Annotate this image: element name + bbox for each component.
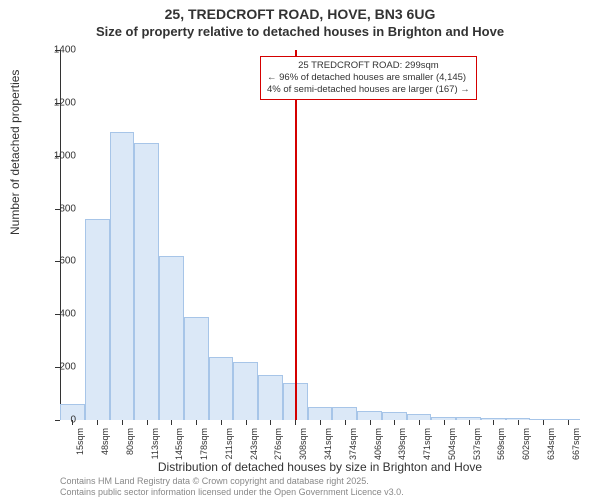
y-tick-label: 600 [59, 256, 76, 267]
x-tick-mark [370, 420, 371, 425]
chart-title-description: Size of property relative to detached ho… [0, 22, 600, 39]
x-tick-label: 178sqm [199, 428, 209, 460]
x-tick-mark [493, 420, 494, 425]
x-tick-label: 15sqm [75, 428, 85, 455]
x-tick-mark [568, 420, 569, 425]
y-tick-label: 1200 [54, 97, 76, 108]
x-tick-mark [394, 420, 395, 425]
x-tick-label: 374sqm [348, 428, 358, 460]
x-tick-label: 439sqm [397, 428, 407, 460]
x-tick-label: 406sqm [373, 428, 383, 460]
histogram-bar [382, 412, 407, 420]
footer-line-2: Contains public sector information licen… [60, 487, 404, 498]
x-tick-label: 211sqm [224, 428, 234, 459]
property-annotation-box: 25 TREDCROFT ROAD: 299sqm← 96% of detach… [260, 56, 477, 100]
chart-container: { "titles": { "line1": "25, TREDCROFT RO… [0, 0, 600, 500]
annotation-smaller: ← 96% of detached houses are smaller (4,… [267, 72, 470, 84]
histogram-bar [233, 362, 258, 420]
x-tick-mark [246, 420, 247, 425]
histogram-bar [110, 132, 135, 420]
x-tick-label: 634sqm [546, 428, 556, 460]
x-tick-mark [518, 420, 519, 425]
x-tick-mark [221, 420, 222, 425]
plot-area: 25 TREDCROFT ROAD: 299sqm← 96% of detach… [60, 50, 580, 420]
y-tick-label: 1400 [54, 45, 76, 56]
histogram-bar [134, 143, 159, 421]
histogram-bar [258, 375, 283, 420]
x-tick-label: 471sqm [422, 428, 432, 460]
histogram-bar [184, 317, 209, 420]
attribution-footer: Contains HM Land Registry data © Crown c… [60, 476, 404, 498]
x-tick-label: 537sqm [472, 428, 482, 460]
x-tick-mark [419, 420, 420, 425]
footer-line-1: Contains HM Land Registry data © Crown c… [60, 476, 404, 487]
histogram-bar [159, 256, 184, 420]
histogram-bar [357, 411, 382, 420]
x-tick-label: 504sqm [447, 428, 457, 460]
y-tick-label: 0 [70, 415, 76, 426]
x-tick-mark [196, 420, 197, 425]
chart-title-address: 25, TREDCROFT ROAD, HOVE, BN3 6UG [0, 0, 600, 22]
y-tick-label: 400 [59, 309, 76, 320]
x-tick-label: 602sqm [521, 428, 531, 460]
x-tick-label: 667sqm [571, 428, 581, 460]
x-tick-label: 48sqm [100, 428, 110, 455]
x-tick-mark [147, 420, 148, 425]
y-tick-label: 800 [59, 203, 76, 214]
x-tick-label: 80sqm [125, 428, 135, 455]
x-tick-label: 276sqm [273, 428, 283, 460]
property-marker-line [295, 50, 297, 420]
annotation-larger: 4% of semi-detached houses are larger (1… [267, 84, 470, 96]
histogram-bar [85, 219, 110, 420]
x-tick-mark [122, 420, 123, 425]
x-tick-label: 569sqm [496, 428, 506, 460]
histogram-bar [308, 407, 333, 420]
y-axis-label: Number of detached properties [8, 70, 22, 235]
x-tick-mark [97, 420, 98, 425]
y-tick-label: 1000 [54, 150, 76, 161]
x-tick-label: 243sqm [249, 428, 259, 460]
x-tick-mark [171, 420, 172, 425]
x-tick-label: 341sqm [323, 428, 333, 460]
x-tick-label: 145sqm [174, 428, 184, 460]
x-axis-label: Distribution of detached houses by size … [60, 460, 580, 474]
x-tick-mark [270, 420, 271, 425]
x-tick-mark [444, 420, 445, 425]
y-tick-mark [55, 420, 60, 421]
x-tick-mark [543, 420, 544, 425]
x-tick-label: 113sqm [150, 428, 160, 459]
x-tick-mark [295, 420, 296, 425]
x-tick-mark [469, 420, 470, 425]
x-tick-mark [345, 420, 346, 425]
histogram-bar [209, 357, 234, 420]
x-tick-label: 308sqm [298, 428, 308, 460]
histogram-bar [332, 407, 357, 420]
x-tick-mark [320, 420, 321, 425]
y-tick-label: 200 [59, 362, 76, 373]
annotation-title: 25 TREDCROFT ROAD: 299sqm [267, 60, 470, 72]
